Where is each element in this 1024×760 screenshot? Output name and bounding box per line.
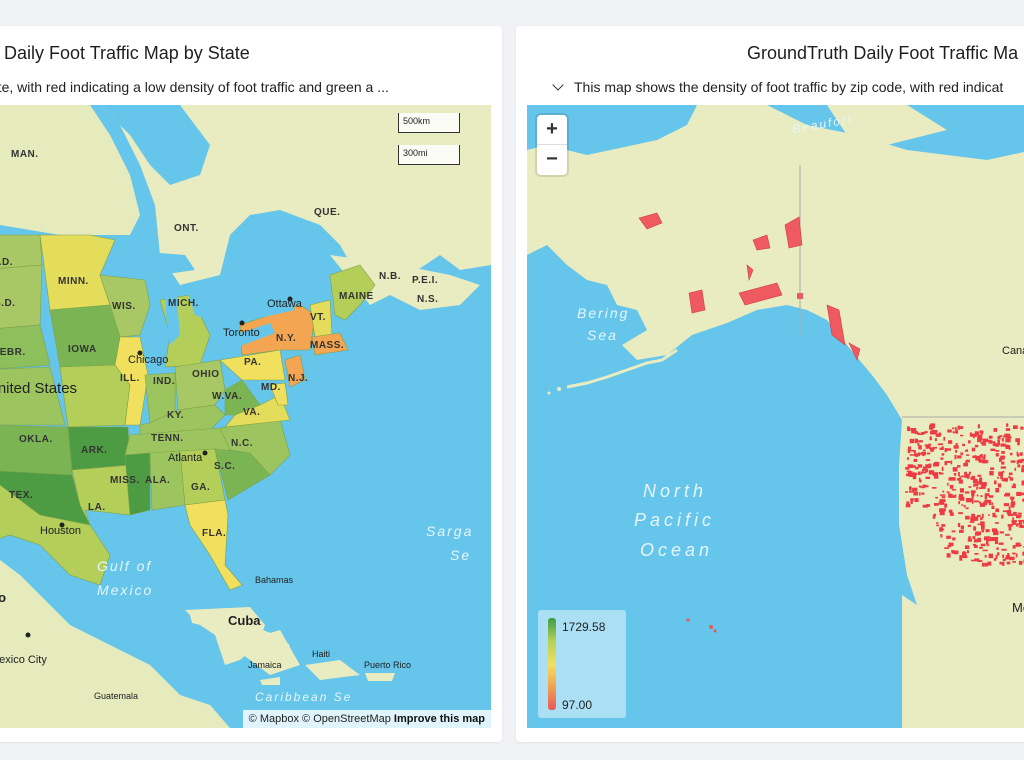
- label-mexico-city: Mexico City: [0, 654, 47, 666]
- zoom-out-button[interactable]: −: [546, 148, 558, 170]
- label-que: QUE.: [314, 207, 341, 218]
- label-mich: MICH.: [168, 298, 199, 309]
- legend-max: 1729.58: [562, 620, 606, 634]
- zip-map-panel: GroundTruth Daily Foot Traffic Ma This m…: [516, 26, 1024, 742]
- label-pacific: Pacific: [634, 510, 716, 530]
- legend-min: 97.00: [562, 698, 593, 712]
- scale-mi: 300mi: [398, 145, 460, 165]
- state-map-panel: Daily Foot Traffic Map by State tate, wi…: [0, 26, 502, 742]
- panel-description[interactable]: tate, with red indicating a low density …: [0, 79, 389, 95]
- legend-gradient: [548, 618, 556, 710]
- label-iowa: IOWA: [68, 344, 97, 355]
- map-canvas: [527, 105, 1024, 728]
- label-canada: Canad: [1002, 345, 1024, 357]
- label-gulf-of: Gulf of: [97, 558, 153, 574]
- label-bering-sea: Sea: [587, 327, 618, 343]
- map-canvas: [0, 105, 491, 728]
- label-guatemala: Guatemala: [94, 691, 139, 701]
- label-wis: WIS.: [112, 301, 136, 312]
- label-sargasso: Sarga: [426, 523, 474, 539]
- label-ark: ARK.: [81, 445, 108, 456]
- label-nc: N.C.: [231, 438, 253, 449]
- label-nb: N.B.: [379, 271, 401, 282]
- label-nebr: NEBR.: [0, 347, 26, 358]
- attribution-mapbox[interactable]: © Mapbox: [248, 713, 299, 725]
- label-miss: MISS.: [110, 475, 140, 486]
- label-atlanta: Atlanta: [168, 452, 203, 464]
- label-ala: ALA.: [145, 475, 171, 486]
- label-mexico: xico: [0, 590, 7, 605]
- label-wva: W.VA.: [212, 391, 243, 402]
- label-ill: ILL.: [120, 373, 140, 384]
- label-maine: MAINE: [339, 291, 374, 302]
- label-puerto-rico: Puerto Rico: [364, 660, 412, 670]
- panel-description-toggle[interactable]: This map shows the density of foot traff…: [552, 79, 1004, 95]
- label-man: MAN.: [11, 149, 39, 160]
- label-sd: S.D.: [0, 298, 16, 309]
- label-ind: IND.: [153, 376, 175, 387]
- label-nj: N.J.: [288, 373, 309, 384]
- panel-title: GroundTruth Daily Foot Traffic Ma: [747, 43, 1019, 63]
- label-chicago: Chicago: [128, 354, 169, 366]
- label-okla: OKLA.: [19, 434, 53, 445]
- label-minn: MINN.: [58, 276, 89, 287]
- label-north: North: [643, 481, 708, 501]
- label-ny: N.Y.: [276, 333, 297, 344]
- zip-foot-traffic-map[interactable]: + − Beaufort Bering Sea North Pacific Oc…: [527, 105, 1024, 728]
- label-ottawa: Ottawa: [267, 298, 302, 310]
- label-bering: Bering: [577, 305, 630, 321]
- label-caribbean: Caribbean Se: [255, 690, 353, 704]
- map-attribution[interactable]: © Mapbox © OpenStreetMap Improve this ma…: [242, 710, 491, 728]
- label-tenn: TENN.: [151, 433, 184, 444]
- label-ohio: OHIO: [192, 369, 220, 380]
- label-ont: ONT.: [174, 223, 199, 234]
- panel-description: This map shows the density of foot traff…: [574, 79, 1004, 95]
- label-fla: FLA.: [202, 528, 227, 539]
- label-md: MD.: [261, 382, 281, 393]
- label-cuba: Cuba: [228, 613, 261, 628]
- chevron-down-icon[interactable]: [552, 79, 564, 91]
- label-houston: Houston: [40, 525, 81, 537]
- label-la: LA.: [88, 502, 106, 513]
- zoom-controls: + −: [537, 115, 567, 175]
- label-mass: MASS.: [310, 340, 345, 351]
- label-pa: PA.: [244, 357, 262, 368]
- label-mexico: Me: [1012, 600, 1024, 615]
- panel-title: Daily Foot Traffic Map by State: [4, 43, 250, 63]
- label-united-states: United States: [0, 380, 78, 397]
- color-legend: 1729.58 97.00: [538, 610, 626, 718]
- label-haiti: Haiti: [312, 649, 331, 659]
- scale-km: 500km: [398, 113, 460, 133]
- label-gulf-mexico: Mexico: [97, 582, 154, 598]
- label-tex: TEX.: [9, 490, 34, 501]
- label-bahamas: Bahamas: [255, 575, 294, 585]
- label-ocean: Ocean: [640, 540, 714, 560]
- label-va: VA.: [243, 407, 261, 418]
- label-pei: P.E.I.: [412, 275, 439, 286]
- label-jamaica: Jamaica: [248, 660, 282, 670]
- improve-map-link[interactable]: Improve this map: [393, 713, 485, 725]
- zoom-in-button[interactable]: +: [537, 115, 567, 145]
- label-ga: GA.: [191, 482, 211, 493]
- label-sargasso-sea: Se: [450, 547, 472, 563]
- label-sc: S.C.: [214, 461, 236, 472]
- attribution-osm[interactable]: © OpenStreetMap: [302, 713, 391, 725]
- label-vt: VT.: [310, 312, 326, 323]
- label-nd: N.D.: [0, 257, 13, 268]
- label-ns: N.S.: [417, 294, 439, 305]
- label-ky: KY.: [167, 410, 185, 421]
- state-foot-traffic-map[interactable]: 500km 300mi MAN. ONT. QUE. N.B. P.E.I. N…: [0, 105, 491, 728]
- label-toronto: Toronto: [223, 327, 260, 339]
